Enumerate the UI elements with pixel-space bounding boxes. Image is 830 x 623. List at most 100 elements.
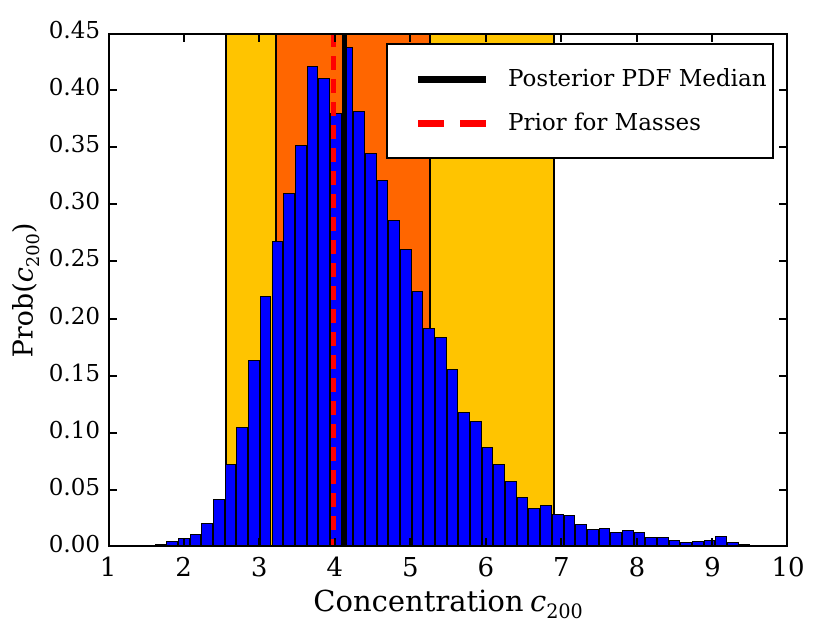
histogram-bar bbox=[271, 240, 284, 547]
x-tick-label: 4 bbox=[326, 553, 343, 583]
histogram-bar bbox=[563, 515, 576, 547]
histogram-bar bbox=[750, 544, 763, 547]
y-tick bbox=[108, 374, 117, 377]
histogram-bar bbox=[586, 528, 599, 547]
outer-credible-band-edge bbox=[224, 33, 227, 547]
y-tick-label: 0.40 bbox=[48, 75, 100, 102]
y-tick-label: 0.05 bbox=[48, 474, 100, 501]
histogram-bar bbox=[224, 463, 237, 547]
x-tick bbox=[258, 538, 261, 547]
histogram-bar bbox=[703, 540, 716, 547]
x-tick bbox=[258, 33, 261, 42]
histogram-bar bbox=[481, 446, 494, 547]
outer-credible-band-edge bbox=[552, 33, 555, 547]
posterior-median-line bbox=[341, 33, 347, 547]
x-tick bbox=[711, 538, 714, 547]
histogram-bar bbox=[668, 540, 681, 547]
x-tick bbox=[560, 538, 563, 547]
y-tick bbox=[779, 374, 788, 377]
y-axis-label: Prob(c200) bbox=[8, 222, 44, 358]
y-tick bbox=[779, 146, 788, 149]
y-tick-label: 0.00 bbox=[48, 532, 100, 558]
histogram-bar bbox=[458, 412, 471, 547]
legend-label: Posterior PDF Median bbox=[508, 66, 767, 92]
y-tick bbox=[108, 488, 117, 491]
x-tick bbox=[409, 538, 412, 547]
histogram-bar bbox=[598, 527, 611, 547]
histogram-bar bbox=[621, 529, 634, 547]
y-tick bbox=[779, 89, 788, 92]
x-tick-label: 7 bbox=[553, 553, 570, 583]
histogram-bar bbox=[399, 248, 412, 547]
legend-solid-line-sample bbox=[418, 75, 486, 83]
y-tick-label: 0.45 bbox=[48, 18, 100, 44]
x-tick-label: 3 bbox=[250, 553, 268, 583]
x-axis-label: Concentration c200 bbox=[313, 584, 582, 621]
y-axis-label-prefix: Prob( bbox=[8, 282, 40, 358]
y-tick bbox=[108, 203, 117, 206]
histogram-bar bbox=[306, 66, 319, 547]
x-tick bbox=[484, 538, 487, 547]
histogram-bar bbox=[435, 336, 447, 547]
histogram-bar bbox=[540, 504, 552, 547]
y-tick bbox=[779, 260, 788, 263]
histogram-bar bbox=[364, 152, 377, 547]
x-tick bbox=[108, 33, 109, 42]
legend-dashed-line-sample bbox=[418, 119, 486, 127]
histogram-bar bbox=[575, 524, 587, 547]
histogram-bar bbox=[505, 480, 517, 547]
histogram-bar bbox=[715, 535, 728, 547]
legend-entry-posterior-median: Posterior PDF Median bbox=[418, 66, 772, 92]
histogram-bar bbox=[446, 368, 459, 547]
histogram-bar bbox=[493, 463, 506, 547]
y-tick bbox=[779, 203, 788, 206]
legend: Posterior PDF Median Prior for Masses bbox=[386, 43, 774, 159]
y-tick bbox=[779, 33, 788, 34]
y-tick-label: 0.25 bbox=[48, 246, 100, 273]
y-tick bbox=[108, 431, 117, 434]
histogram-bars-layer bbox=[108, 33, 788, 547]
y-tick bbox=[108, 317, 117, 320]
y-tick bbox=[108, 146, 117, 149]
x-tick bbox=[635, 538, 638, 547]
x-tick bbox=[484, 33, 487, 42]
histogram-bar bbox=[516, 496, 529, 547]
histogram-bar bbox=[166, 541, 179, 547]
x-tick-label: 6 bbox=[477, 553, 495, 583]
y-tick-label: 0.35 bbox=[48, 132, 100, 159]
histogram-bar bbox=[680, 542, 692, 547]
histogram-bar bbox=[727, 542, 739, 547]
histogram-bar bbox=[283, 192, 295, 547]
histogram-bar bbox=[645, 536, 657, 547]
x-tick bbox=[409, 33, 412, 42]
histogram-bar bbox=[248, 359, 260, 547]
histogram-bar bbox=[294, 144, 307, 547]
x-tick-label: 1 bbox=[99, 553, 117, 583]
y-tick bbox=[779, 431, 788, 434]
y-tick bbox=[108, 546, 117, 547]
x-axis-label-subscript: 200 bbox=[546, 599, 583, 623]
y-tick bbox=[108, 33, 117, 34]
y-tick bbox=[779, 317, 788, 320]
histogram-bar bbox=[236, 427, 249, 547]
x-tick bbox=[333, 538, 336, 547]
y-axis-label-var: c bbox=[8, 267, 40, 283]
x-tick bbox=[333, 33, 336, 42]
histogram-bar bbox=[318, 77, 330, 547]
histogram-bar bbox=[656, 536, 669, 547]
y-tick-label: 0.10 bbox=[48, 417, 100, 444]
plot-area: Posterior PDF Median Prior for Masses bbox=[108, 33, 788, 547]
x-tick bbox=[635, 33, 638, 42]
y-tick bbox=[779, 546, 788, 547]
x-tick bbox=[182, 33, 185, 42]
x-tick-label: 9 bbox=[704, 553, 721, 583]
histogram-bar bbox=[470, 421, 482, 547]
x-tick bbox=[787, 33, 788, 42]
x-tick bbox=[182, 538, 185, 547]
y-axis-label-suffix: ) bbox=[8, 222, 40, 234]
histogram-bar bbox=[201, 523, 214, 547]
legend-label: Prior for Masses bbox=[508, 110, 701, 136]
x-tick-label: 10 bbox=[771, 553, 805, 583]
y-tick bbox=[108, 260, 117, 263]
x-axis-label-var: c bbox=[529, 584, 547, 618]
